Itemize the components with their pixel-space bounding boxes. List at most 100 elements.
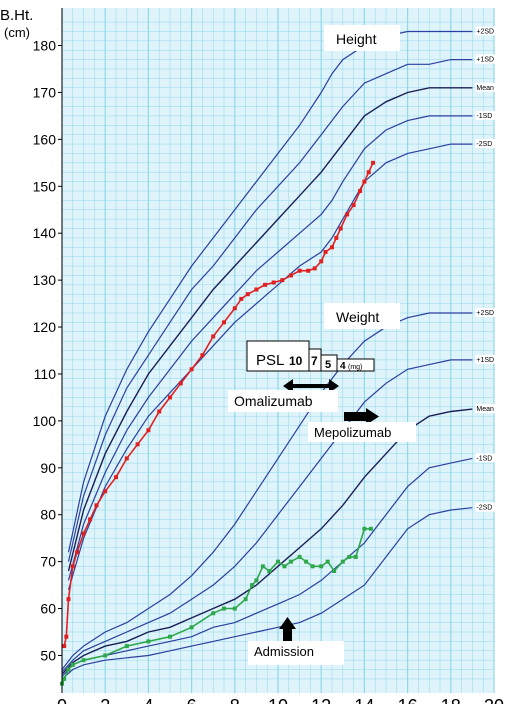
axes: 50 60 70 80 90 100 110 120 130 140 150 160 170 180 0 2 4… bbox=[33, 8, 504, 704]
y-axis-unit: (cm) bbox=[4, 25, 30, 40]
omalizumab-label-box bbox=[228, 390, 338, 412]
sd-label-height: Mean bbox=[476, 85, 494, 92]
weight-patient-point bbox=[340, 559, 345, 564]
curve-height-mean bbox=[67, 87, 473, 572]
weight-patient-point bbox=[332, 569, 337, 574]
weight-label: Weight bbox=[336, 309, 379, 325]
mepolizumab-label: Mepolizumab bbox=[314, 425, 391, 440]
weight-patient-point bbox=[81, 658, 86, 663]
mepolizumab-arrow bbox=[344, 408, 379, 425]
height-patient-point bbox=[338, 226, 343, 231]
height-patient-point bbox=[103, 489, 108, 494]
height-label-box bbox=[324, 25, 400, 51]
height-patient-point bbox=[280, 278, 285, 283]
sd-label-box bbox=[475, 26, 496, 36]
weight-patient-point bbox=[211, 611, 216, 616]
height-patient-point bbox=[189, 367, 194, 372]
curve-height-minus2sd bbox=[67, 143, 473, 590]
x-tick-label: 8 bbox=[230, 696, 240, 704]
y-tick-label: 160 bbox=[33, 131, 57, 147]
reference-curves bbox=[61, 30, 473, 680]
height-patient-point bbox=[222, 320, 226, 325]
weight-patient-point bbox=[260, 564, 265, 569]
x-tick-label: 14 bbox=[354, 696, 374, 704]
curve-weight-minus1sd bbox=[61, 457, 473, 678]
sd-label-weight: +2SD bbox=[476, 310, 494, 317]
curve-height-plus1sd bbox=[67, 59, 473, 562]
curve-height-minus1sd bbox=[67, 115, 473, 581]
sd-label-box bbox=[475, 54, 496, 64]
weight-patient-point bbox=[362, 526, 367, 531]
y-tick-label: 140 bbox=[33, 225, 57, 241]
sd-label-height: -2SD bbox=[476, 141, 492, 148]
height-patient-point bbox=[245, 292, 250, 297]
weight-patient-point bbox=[70, 662, 75, 667]
psl-dose-steps: PSL 10 7 5 4 (mg) bbox=[246, 340, 375, 372]
sd-label-weight: -2SD bbox=[476, 505, 492, 512]
psl-dose-4: 4 bbox=[340, 361, 346, 372]
weight-patient-point bbox=[325, 559, 330, 564]
patient-data bbox=[60, 160, 376, 686]
sd-label-weight: -1SD bbox=[476, 455, 492, 462]
height-patient-point bbox=[211, 334, 216, 339]
height-patient-point bbox=[114, 475, 118, 480]
y-tick-label: 60 bbox=[40, 601, 56, 617]
height-patient-point bbox=[66, 597, 71, 602]
height-patient-point bbox=[358, 188, 363, 193]
height-patient-point bbox=[81, 531, 86, 536]
height-patient-point bbox=[157, 409, 162, 414]
height-patient-point bbox=[168, 395, 172, 400]
y-axis-label: B.Ht. bbox=[0, 7, 33, 24]
sd-label-box bbox=[475, 404, 496, 414]
x-tick-label: 18 bbox=[441, 696, 461, 704]
psl-dose-5: 5 bbox=[325, 359, 331, 371]
height-patient-point bbox=[334, 235, 339, 240]
sd-label-height: +1SD bbox=[476, 57, 494, 64]
y-tick-label: 150 bbox=[33, 178, 57, 194]
y-tick-label: 130 bbox=[33, 272, 57, 288]
omalizumab-arrow bbox=[283, 379, 339, 393]
weight-patient-point bbox=[368, 526, 373, 531]
admission-arrow bbox=[279, 617, 296, 645]
y-tick-label: 120 bbox=[33, 319, 57, 335]
omalizumab-label: Omalizumab bbox=[234, 393, 313, 409]
mepolizumab-label-box bbox=[308, 422, 416, 442]
height-label: Height bbox=[336, 31, 377, 47]
height-patient-point bbox=[263, 282, 268, 287]
curve-weight-minus2sd bbox=[61, 507, 473, 680]
weight-patient-point bbox=[232, 606, 237, 611]
height-patient-point bbox=[371, 160, 376, 165]
weight-patient-point bbox=[250, 583, 255, 588]
x-tick-label: 0 bbox=[57, 696, 67, 704]
curve-weight-plus1sd bbox=[61, 359, 473, 673]
sd-label-box bbox=[475, 502, 496, 512]
x-tick-label: 16 bbox=[398, 696, 418, 704]
weight-patient-point bbox=[62, 676, 67, 681]
x-tick-label: 4 bbox=[143, 696, 153, 704]
height-patient-point bbox=[306, 268, 311, 273]
x-tick-label: 2 bbox=[100, 696, 110, 704]
psl-dose-10: 10 bbox=[289, 354, 303, 368]
height-patient-point bbox=[345, 212, 350, 217]
height-patient-point bbox=[70, 564, 75, 569]
height-patient-point bbox=[319, 259, 324, 264]
height-patient-point bbox=[232, 306, 237, 311]
height-patient-point bbox=[88, 517, 93, 522]
weight-patient-point bbox=[310, 564, 315, 569]
weight-patient-point bbox=[66, 667, 71, 672]
y-tick-label: 70 bbox=[40, 554, 56, 570]
height-patient-point bbox=[330, 245, 334, 250]
sd-label-box bbox=[475, 139, 496, 149]
height-patient-point bbox=[178, 381, 183, 386]
psl-dose-7: 7 bbox=[311, 354, 318, 368]
weight-patient-point bbox=[243, 597, 248, 602]
height-patient-point bbox=[362, 179, 367, 184]
height-patient-point bbox=[271, 280, 276, 285]
admission-label-box bbox=[248, 641, 344, 665]
sd-label-weight: Mean bbox=[476, 406, 494, 413]
admission-label: Admission bbox=[254, 644, 314, 659]
sd-label-height: -1SD bbox=[476, 113, 492, 120]
sd-label-height: +2SD bbox=[476, 28, 494, 35]
curve-height-plus2sd bbox=[67, 30, 473, 553]
psl-unit: (mg) bbox=[348, 364, 362, 371]
